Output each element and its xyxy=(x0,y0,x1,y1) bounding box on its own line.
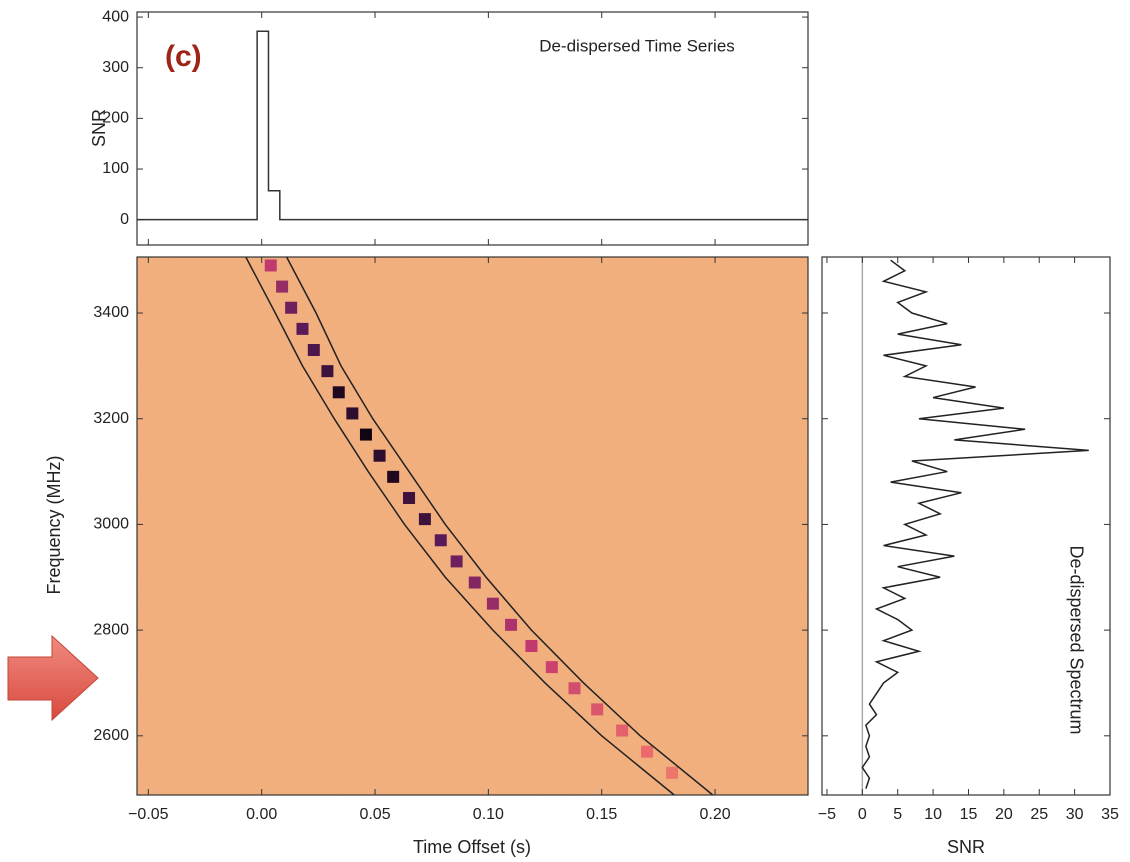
chart-title: De-dispersed Time Series xyxy=(539,36,735,55)
pulse-cell xyxy=(264,259,277,272)
pulse-cell xyxy=(545,661,558,674)
chart-title: De-dispersed Spectrum xyxy=(1066,545,1086,734)
y-tick-label: 2800 xyxy=(93,621,129,638)
pulse-cell xyxy=(616,724,629,737)
time-series xyxy=(137,30,808,221)
pulse-cell xyxy=(486,597,499,610)
x-tick-label: 35 xyxy=(1101,806,1119,823)
x-tick-label: 0.05 xyxy=(359,806,390,823)
pulse-cell xyxy=(332,386,345,399)
y-tick-label: 3000 xyxy=(93,516,129,533)
pulse-cell xyxy=(505,618,518,631)
x-tick-label: −0.05 xyxy=(128,806,169,823)
pulse-cell xyxy=(321,365,334,378)
dispersion-curve xyxy=(285,256,714,796)
x-tick-label: 25 xyxy=(1030,806,1048,823)
pulse-cell xyxy=(359,428,372,441)
x-tick-label: −5 xyxy=(818,806,836,823)
x-axis-label: Time Offset (s) xyxy=(413,837,531,857)
y-tick-label: 3200 xyxy=(93,410,129,427)
spectrum xyxy=(861,259,1089,789)
x-tick-label: 20 xyxy=(995,806,1013,823)
x-tick-label: 10 xyxy=(924,806,942,823)
y-tick-label: 400 xyxy=(102,8,129,25)
x-tick-label: 30 xyxy=(1066,806,1084,823)
y-tick-label: 100 xyxy=(102,160,129,177)
axes-frame xyxy=(821,256,1111,796)
pulse-cell xyxy=(591,703,604,716)
pulse-cell xyxy=(568,682,581,695)
pulse-cell xyxy=(307,344,320,357)
pulse-cell xyxy=(276,280,289,293)
pulse-cell xyxy=(296,322,309,335)
pulse-cell xyxy=(373,449,386,462)
pulse-cell xyxy=(450,555,463,568)
y-axis-label: Frequency (MHz) xyxy=(44,455,64,594)
axes-frame xyxy=(136,256,809,796)
pulse-cell xyxy=(434,534,447,547)
x-tick-label: 0.20 xyxy=(699,806,730,823)
x-axis-label: SNR xyxy=(947,837,985,857)
pulse-cell xyxy=(387,470,400,483)
x-tick-label: 0.00 xyxy=(246,806,277,823)
x-tick-label: 0.15 xyxy=(586,806,617,823)
y-tick-label: 3400 xyxy=(93,304,129,321)
pulse-cell xyxy=(525,639,538,652)
y-tick-label: 300 xyxy=(102,59,129,76)
x-tick-label: 5 xyxy=(893,806,902,823)
y-tick-label: 0 xyxy=(120,211,129,228)
x-tick-label: 0.10 xyxy=(473,806,504,823)
pulse-cell xyxy=(285,301,298,314)
pulse-cell xyxy=(418,513,431,526)
pulse-cell xyxy=(641,745,654,758)
y-tick-label: 2600 xyxy=(93,727,129,744)
pulse-cell xyxy=(403,491,416,504)
pulse-cell xyxy=(665,766,678,779)
y-tick-label: 200 xyxy=(102,110,129,127)
x-tick-label: 15 xyxy=(960,806,978,823)
y-axis-label: SNR xyxy=(89,109,109,147)
x-tick-label: 0 xyxy=(858,806,867,823)
pulse-cell xyxy=(468,576,481,589)
dispersion-curve xyxy=(245,256,675,796)
heatmap-noise xyxy=(137,257,808,795)
pointer-arrow xyxy=(7,634,99,722)
pulse-cell xyxy=(346,407,359,420)
axes-frame xyxy=(136,11,809,246)
panel-label: (c) xyxy=(165,40,202,73)
